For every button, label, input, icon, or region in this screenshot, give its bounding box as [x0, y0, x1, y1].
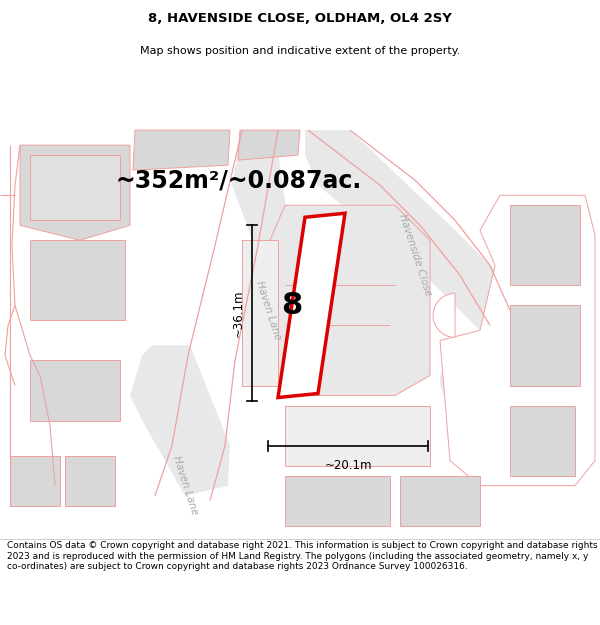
Polygon shape — [305, 130, 510, 331]
Polygon shape — [400, 476, 480, 526]
Polygon shape — [270, 205, 430, 396]
Polygon shape — [30, 240, 125, 321]
Text: 8, HAVENSIDE CLOSE, OLDHAM, OL4 2SY: 8, HAVENSIDE CLOSE, OLDHAM, OL4 2SY — [148, 12, 452, 25]
Text: ~36.1m: ~36.1m — [232, 289, 245, 337]
Text: Map shows position and indicative extent of the property.: Map shows position and indicative extent… — [140, 46, 460, 56]
Text: ~352m²/~0.087ac.: ~352m²/~0.087ac. — [115, 168, 361, 192]
Polygon shape — [510, 306, 580, 386]
Text: Haven Lane: Haven Lane — [171, 455, 199, 516]
Polygon shape — [10, 456, 60, 506]
Text: ~20.1m: ~20.1m — [324, 459, 372, 472]
Wedge shape — [440, 352, 496, 409]
Polygon shape — [285, 406, 430, 466]
Polygon shape — [225, 130, 332, 321]
Wedge shape — [433, 293, 455, 338]
Polygon shape — [30, 361, 120, 421]
Polygon shape — [20, 145, 130, 240]
Polygon shape — [242, 240, 278, 386]
Text: Havenside Close: Havenside Close — [397, 213, 433, 298]
Polygon shape — [30, 155, 120, 220]
Polygon shape — [510, 406, 575, 476]
Polygon shape — [133, 130, 230, 170]
Polygon shape — [510, 205, 580, 286]
Polygon shape — [65, 456, 115, 506]
Text: Contains OS data © Crown copyright and database right 2021. This information is : Contains OS data © Crown copyright and d… — [7, 541, 598, 571]
Polygon shape — [232, 130, 320, 321]
Polygon shape — [440, 195, 595, 486]
Text: Haven Lane: Haven Lane — [254, 279, 282, 341]
Polygon shape — [130, 346, 230, 496]
Polygon shape — [285, 476, 390, 526]
Polygon shape — [278, 213, 345, 398]
Text: 8: 8 — [281, 291, 302, 320]
Polygon shape — [238, 130, 300, 160]
